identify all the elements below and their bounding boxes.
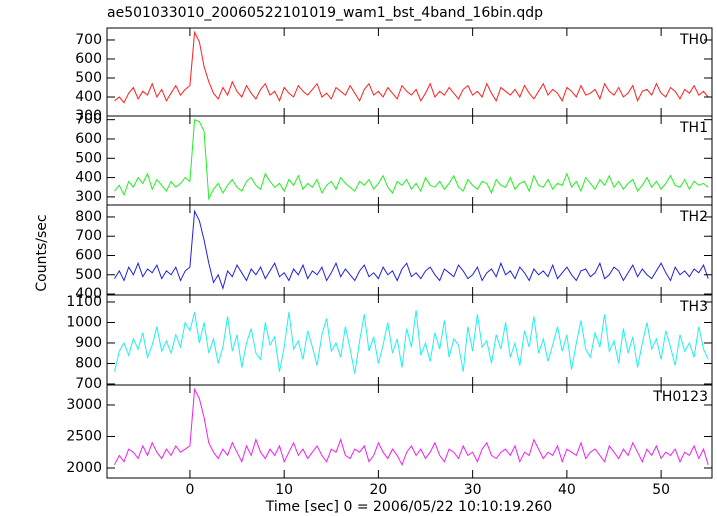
- y-tick-label: 900: [75, 335, 102, 351]
- x-tick-label: 30: [464, 482, 482, 498]
- data-line: [114, 30, 709, 104]
- x-tick-label: 20: [369, 482, 387, 498]
- y-tick-label: 2000: [66, 460, 102, 476]
- data-line: [114, 387, 709, 467]
- y-tick-label: 400: [75, 286, 102, 302]
- y-tick-label: 500: [75, 267, 102, 283]
- y-tick-label: 400: [75, 170, 102, 186]
- data-line: [114, 118, 709, 201]
- x-tick-label: 0: [185, 482, 194, 498]
- y-tick-label: 1000: [66, 314, 102, 330]
- y-tick-label: 300: [75, 108, 102, 124]
- chart-title: ae501033010_20060522101019_wam1_bst_4ban…: [107, 5, 543, 21]
- panel-label: TH0: [679, 32, 708, 48]
- y-axis-label: Counts/sec: [34, 214, 50, 291]
- y-tick-label: 700: [75, 32, 102, 48]
- y-tick-label: 600: [75, 247, 102, 263]
- y-tick-label: 600: [75, 51, 102, 67]
- x-tick-label: 50: [652, 482, 670, 498]
- y-tick-label: 700: [75, 112, 102, 128]
- y-tick-label: 700: [75, 376, 102, 392]
- x-tick-label: 10: [275, 482, 293, 498]
- y-tick-label: 800: [75, 355, 102, 371]
- data-line: [114, 310, 709, 374]
- y-tick-label: 300: [75, 189, 102, 205]
- panel-label: TH3: [679, 299, 708, 315]
- panel-label: TH2: [679, 209, 708, 225]
- y-tick-label: 400: [75, 89, 102, 105]
- y-tick-label: 700: [75, 228, 102, 244]
- y-tick-label: 800: [75, 209, 102, 225]
- y-tick-label: 3000: [66, 397, 102, 413]
- panel-frame: [106, 115, 713, 206]
- panel-label: TH1: [679, 120, 708, 136]
- y-tick-label: 2500: [66, 428, 102, 444]
- y-tick-label: 500: [75, 150, 102, 166]
- y-tick-label: 500: [75, 70, 102, 86]
- panel-frame: [106, 384, 713, 479]
- panel-label: TH0123: [652, 389, 708, 405]
- x-tick-label: 40: [558, 482, 576, 498]
- panel-frame: [106, 27, 713, 117]
- x-axis-label: Time [sec] 0 = 2006/05/22 10:10:19.260: [265, 499, 552, 515]
- data-line: [114, 209, 709, 290]
- y-tick-label: 1100: [66, 294, 102, 310]
- y-tick-label: 600: [75, 131, 102, 147]
